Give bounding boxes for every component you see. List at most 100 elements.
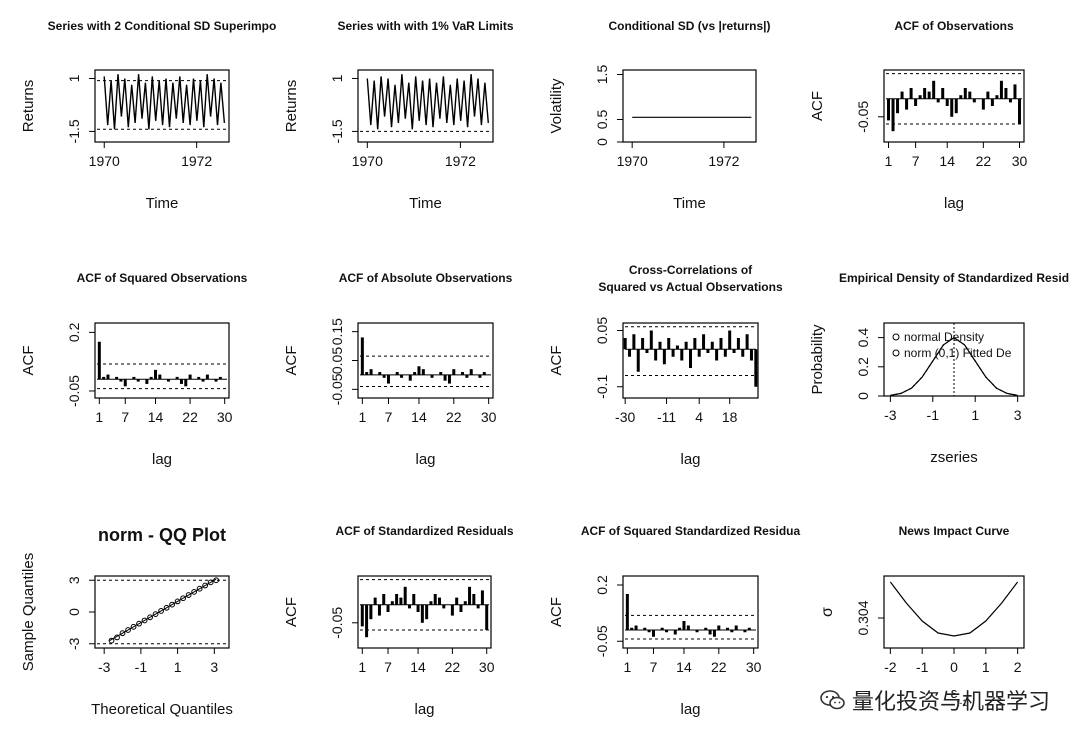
y-tick-label: 0.05 bbox=[329, 347, 345, 374]
x-tick-label: -1 bbox=[927, 407, 940, 423]
chart-title: ACF of Absolute Observations bbox=[339, 271, 513, 285]
x-tick-label: 30 bbox=[217, 409, 233, 425]
y-tick-label: -1.5 bbox=[329, 119, 345, 143]
x-axis: 1970 1972 bbox=[352, 142, 476, 169]
y-tick-label: 0.15 bbox=[329, 318, 345, 345]
qq-point bbox=[119, 630, 126, 637]
plot-frame bbox=[357, 575, 492, 649]
y-axis: 0 0.5 1.5 bbox=[594, 65, 623, 146]
watermark: 量化投资与机器学习 bbox=[820, 684, 1050, 716]
x-axis-label: Time bbox=[146, 195, 179, 212]
y-axis: 0.304 bbox=[855, 600, 884, 636]
chart-title: Series with 2 Conditional SD Superimpo bbox=[48, 19, 277, 33]
y-tick-label: -0.05 bbox=[329, 607, 345, 639]
y-tick-label: -1.5 bbox=[66, 119, 82, 143]
x-tick-label: 30 bbox=[1012, 153, 1028, 169]
y-axis: -0.050.05 0.15 bbox=[329, 318, 358, 405]
x-axis: 1970 1972 bbox=[617, 142, 740, 169]
qq-point bbox=[158, 608, 164, 614]
wechat-icon bbox=[820, 690, 845, 710]
y-axis: -1.5 1 bbox=[66, 74, 95, 143]
y-tick-label: -0.05 bbox=[855, 101, 871, 133]
x-tick-label: 22 bbox=[445, 659, 461, 675]
x-axis-label: lag bbox=[414, 701, 434, 718]
x-axis-label: Time bbox=[409, 195, 442, 212]
x-axis-label: lag bbox=[680, 451, 700, 468]
y-axis: -3 0 3 bbox=[66, 576, 95, 650]
x-tick-label: 1 bbox=[982, 659, 990, 675]
y-tick-label: 0.2 bbox=[855, 357, 871, 377]
x-tick-label: -1 bbox=[916, 659, 929, 675]
chart-panel-2: Series with with 1% VaR Limits 1970 1972 Ti… bbox=[283, 19, 514, 212]
y-axis: -0.05 0.2 bbox=[66, 322, 95, 407]
qq-point bbox=[125, 627, 131, 633]
x-tick-label: 1970 bbox=[89, 153, 120, 169]
chart-panel-12: News Impact Curve -2 -1 0 1 2 εt-1 0.304 σ bbox=[819, 524, 1025, 708]
qq-point bbox=[185, 592, 192, 598]
chart-panel-10: ACF of Standardized Residuals 1 7 14 22 30 lag… bbox=[283, 524, 514, 718]
y-axis-label: ACF bbox=[283, 597, 300, 627]
y-axis-label: Sample Quantiles bbox=[20, 553, 37, 671]
x-tick-label: 4 bbox=[695, 409, 703, 425]
x-axis: 1 7 14 22 30 bbox=[623, 648, 762, 675]
x-tick-label: 7 bbox=[121, 409, 129, 425]
chart-panel-11: ACF of Squared Standardized Residua 1 7 14 2… bbox=[548, 524, 801, 718]
qq-point bbox=[196, 585, 203, 592]
x-tick-label: 3 bbox=[210, 659, 218, 675]
x-tick-label: 22 bbox=[182, 409, 198, 425]
x-tick-label: 1 bbox=[358, 409, 366, 425]
y-axis-label: Probability bbox=[809, 324, 826, 395]
x-tick-label: -1 bbox=[135, 659, 148, 675]
x-axis: 1970 1972 bbox=[89, 142, 212, 169]
x-axis: -3 -1 1 3 bbox=[98, 648, 218, 675]
y-axis-label: ACF bbox=[548, 597, 565, 627]
chart-title: norm - QQ Plot bbox=[98, 525, 226, 545]
y-tick-label: 3 bbox=[66, 576, 82, 584]
x-tick-label: 3 bbox=[1014, 407, 1022, 423]
plot-frame bbox=[883, 69, 1025, 143]
y-tick-label: -0.1 bbox=[594, 374, 610, 398]
y-tick-label: 0.4 bbox=[855, 328, 871, 348]
x-axis-label: lag bbox=[152, 451, 172, 468]
qq-point bbox=[130, 623, 137, 630]
x-tick-label: 14 bbox=[410, 659, 426, 675]
x-tick-label: 18 bbox=[722, 409, 738, 425]
y-tick-label: -0.05 bbox=[594, 625, 610, 657]
x-tick-label: 22 bbox=[446, 409, 462, 425]
qq-point bbox=[152, 611, 159, 618]
chart-title: ACF of Standardized Residuals bbox=[335, 524, 513, 538]
series-line bbox=[890, 336, 1018, 396]
y-tick-label: 0.05 bbox=[594, 317, 610, 344]
qq-point bbox=[174, 598, 181, 605]
chart-title: ACF of Squared Observations bbox=[77, 271, 248, 285]
y-tick-label: 1.5 bbox=[594, 65, 610, 85]
series-line bbox=[889, 581, 1019, 637]
legend-marker bbox=[892, 349, 900, 357]
x-tick-label: 1 bbox=[174, 659, 182, 675]
series-line bbox=[103, 74, 226, 130]
x-tick-label: 0 bbox=[950, 659, 958, 675]
plot-frame bbox=[622, 69, 757, 143]
plot-frame bbox=[94, 322, 230, 399]
x-tick-label: 1 bbox=[358, 659, 366, 675]
watermark-text: 量化投资与机器学习 bbox=[851, 690, 1050, 715]
x-tick-label: 30 bbox=[479, 659, 495, 675]
chart-title: Series with with 1% VaR Limits bbox=[337, 19, 513, 33]
x-axis: -30 -11 4 18 bbox=[615, 398, 738, 425]
y-axis-label: Returns bbox=[283, 80, 300, 133]
x-axis-label: Theoretical Quantiles bbox=[91, 701, 233, 718]
qq-point bbox=[202, 582, 209, 589]
chart-panel-6: ACF of Absolute Observations 1 7 14 22 30 lag -… bbox=[283, 271, 513, 468]
qq-point bbox=[213, 577, 220, 584]
y-axis-label: Volatility bbox=[548, 78, 565, 134]
legend-label: norm (0,1) Fitted De bbox=[904, 346, 1012, 360]
legend-marker bbox=[892, 333, 900, 341]
y-axis: -0.05 0.2 bbox=[594, 575, 623, 657]
qq-point bbox=[163, 604, 170, 611]
x-tick-label: 7 bbox=[912, 153, 920, 169]
x-tick-label: 2 bbox=[1014, 659, 1022, 675]
x-tick-label: 1972 bbox=[181, 153, 212, 169]
chart-title: ACF of Squared Standardized Residua bbox=[581, 524, 801, 538]
y-tick-label: 0.2 bbox=[66, 322, 82, 342]
y-tick-label: 0.5 bbox=[594, 110, 610, 130]
